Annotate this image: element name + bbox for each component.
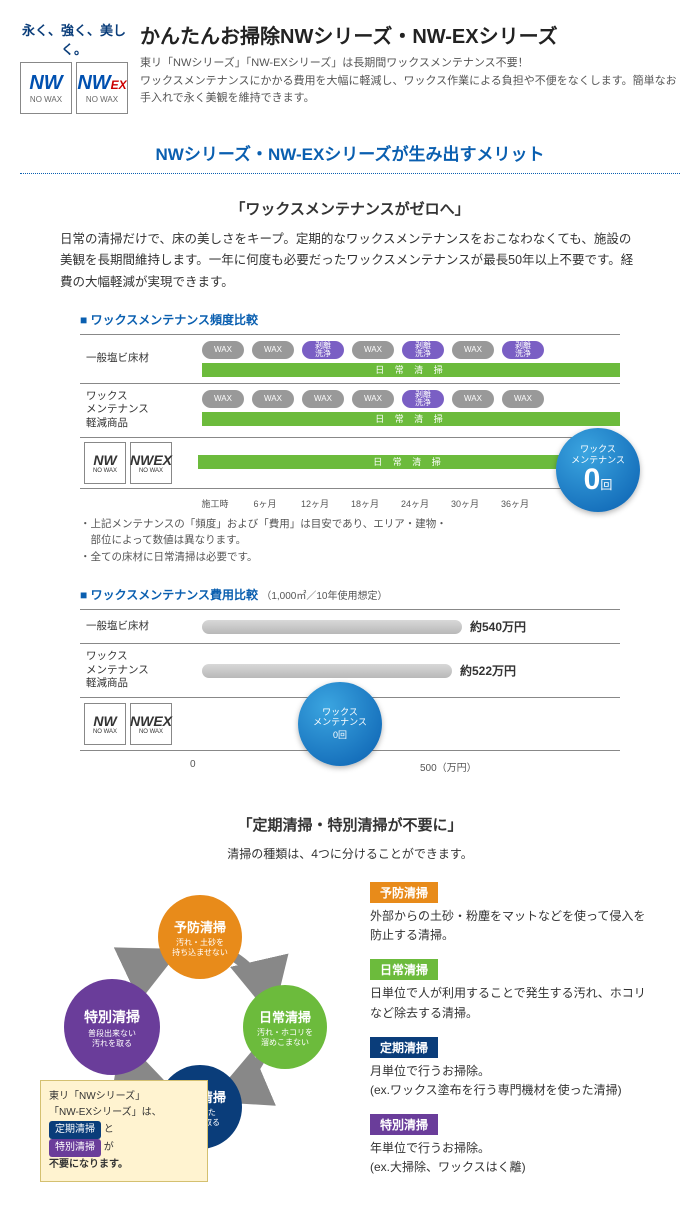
logo-nwex: NWEX NO WAX (76, 62, 128, 114)
svg-text:汚れを取る: 汚れを取る (92, 1038, 132, 1048)
block2-sub: 清掃の種類は、4つに分けることができます。 (20, 845, 680, 862)
divider (20, 173, 680, 174)
type-regular-head: 定期清掃 (370, 1037, 438, 1058)
cost-axis: 0500（万円） (190, 759, 680, 774)
svg-text:特別清掃: 特別清掃 (84, 1009, 140, 1025)
type-prevent-head: 予防清掃 (370, 882, 438, 903)
svg-text:汚れ・ホコリを: 汚れ・ホコリを (257, 1027, 313, 1037)
zero-circle: ワックス メンテナンス 0回 (556, 428, 640, 512)
tagline: 永く、強く、美しく。 (20, 20, 128, 58)
cost-chart-label: ワックスメンテナンス費用比較 （1,000㎡／10年使用想定） (80, 586, 680, 603)
freq-row2-label: ワックス メンテナンス 軽減商品 (80, 384, 202, 437)
type-daily-head: 日常清掃 (370, 959, 438, 980)
block1-title: 「ワックスメンテナンスがゼロへ」 (20, 198, 680, 219)
svg-text:溜めこまない: 溜めこまない (261, 1037, 309, 1047)
block1-body: 日常の清掃だけで、床の美しさをキープ。定期的なワックスメンテナンスをおこなわなく… (60, 229, 640, 293)
block2-title: 「定期清掃・特別清掃が不要に」 (20, 814, 680, 835)
logo-pair: NW NO WAX NWEX NO WAX (20, 62, 128, 114)
type-special-desc: 年単位で行うお掃除。 (ex.大掃除、ワックスはく離) (370, 1139, 650, 1177)
freq-chart: 一般塩ビ床材 WAX WAX 剥離 洗浄 WAX 剥離 洗浄 WAX 剥離 洗浄… (80, 334, 620, 489)
cost-chart: 一般塩ビ床材 約540万円 ワックス メンテナンス 軽減商品 約522万円 NW… (80, 609, 620, 751)
type-prevent-desc: 外部からの土砂・粉塵をマットなどを使って侵入を防止する清掃。 (370, 907, 650, 945)
type-regular-desc: 月単位で行うお掃除。 (ex.ワックス塗布を行う専門機材を使った清掃) (370, 1062, 650, 1100)
type-daily-desc: 日単位で人が利用することで発生する汚れ、ホコリなど除去する清掃。 (370, 984, 650, 1022)
cleaning-types: 予防清掃 外部からの土砂・粉塵をマットなどを使って侵入を防止する清掃。 日常清掃… (370, 882, 650, 1192)
svg-text:予防清掃: 予防清掃 (174, 920, 226, 935)
cycle-section: 予防清掃 汚れ・土砂を 持ち込ませない 日常清掃 汚れ・ホコリを 溜めこまない … (50, 882, 650, 1192)
cost-zero-circle: ワックス メンテナンス 0回 (298, 682, 382, 766)
page-title: かんたんお掃除NWシリーズ・NW-EXシリーズ (140, 20, 680, 49)
type-special-head: 特別清掃 (370, 1114, 438, 1135)
freq-row1-label: 一般塩ビ床材 (80, 335, 202, 383)
header-left: 永く、強く、美しく。 NW NO WAX NWEX NO WAX (20, 20, 128, 114)
svg-text:日常清掃: 日常清掃 (259, 1010, 311, 1025)
page-desc: 東リ「NWシリーズ」「NW-EXシリーズ」は長期間ワックスメンテナンス不要！ ワ… (140, 55, 680, 108)
freq-chart-label: ワックスメンテナンス頻度比較 (80, 311, 680, 328)
header: 永く、強く、美しく。 NW NO WAX NWEX NO WAX かんたんお掃除… (20, 20, 680, 114)
svg-text:普段出来ない: 普段出来ない (88, 1028, 136, 1038)
freq-row3-logos: NWNO WAX NWEXNO WAX (80, 438, 198, 488)
svg-text:汚れ・土砂を: 汚れ・土砂を (176, 937, 224, 947)
header-right: かんたんお掃除NWシリーズ・NW-EXシリーズ 東リ「NWシリーズ」「NW-EX… (140, 20, 680, 114)
section-title: NWシリーズ・NW-EXシリーズが生み出すメリット (20, 140, 680, 165)
svg-text:持ち込ませない: 持ち込ませない (172, 947, 228, 957)
freq-notes: ・上記メンテナンスの「頻度」および「費用」は目安であり、エリア・建物・ 部位によ… (80, 516, 620, 566)
cycle-diagram: 予防清掃 汚れ・土砂を 持ち込ませない 日常清掃 汚れ・ホコリを 溜めこまない … (50, 882, 350, 1182)
logo-nw: NW NO WAX (20, 62, 72, 114)
callout-box: 東リ「NWシリーズ」 「NW-EXシリーズ」は、 定期清掃 と 特別清掃 が 不… (40, 1080, 208, 1182)
